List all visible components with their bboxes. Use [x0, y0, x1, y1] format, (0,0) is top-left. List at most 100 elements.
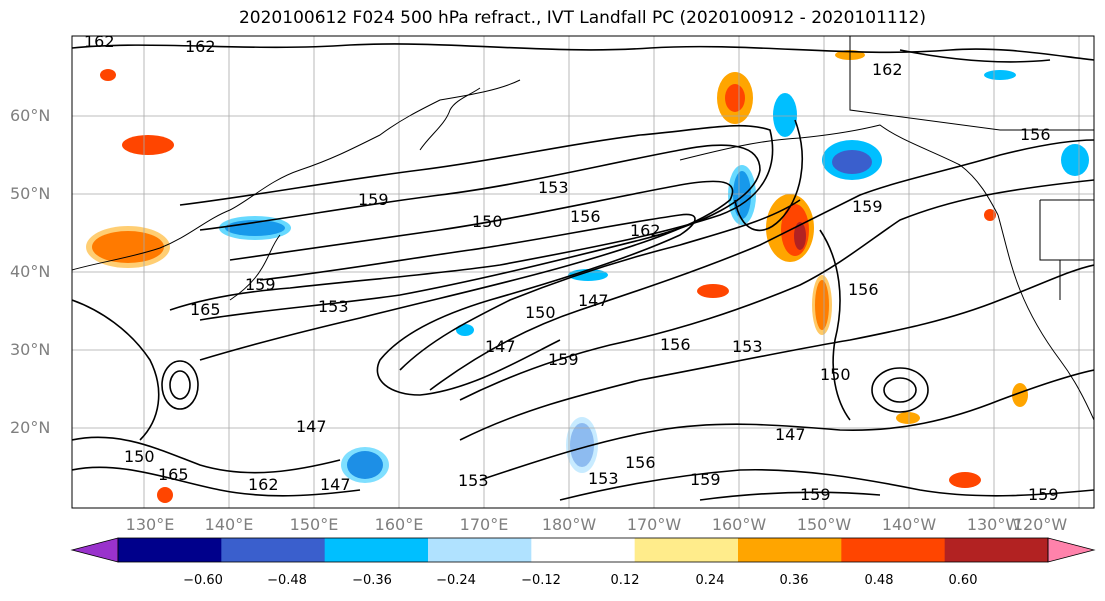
colorbar-tick-label: −0.48	[267, 573, 307, 588]
contour-label: 156	[625, 453, 656, 472]
na-west-coast	[997, 214, 1094, 421]
contour-label: 150	[124, 447, 155, 466]
lat-label: 40°N	[10, 262, 51, 281]
contour-line	[819, 229, 851, 421]
contour-line	[871, 367, 929, 413]
contour-line	[169, 370, 191, 400]
contour-label: 147	[485, 337, 516, 356]
chart-title: 2020100612 F024 500 hPa refract., IVT La…	[238, 8, 926, 28]
contour-line	[259, 213, 696, 396]
contour-label: 150	[472, 212, 503, 231]
contour-label: 153	[318, 297, 349, 316]
contour-line	[699, 491, 881, 501]
anomaly-patch	[984, 70, 1016, 80]
contour-label: 147	[578, 291, 609, 310]
contour-label: 159	[690, 470, 721, 489]
colorbar-tick-label: 0.60	[948, 573, 978, 588]
us-states	[1039, 199, 1094, 300]
lon-label: 150°W	[796, 515, 852, 534]
contour-label: 162	[248, 475, 279, 494]
contour-label: 159	[358, 190, 389, 209]
kamchatka-coast	[419, 87, 481, 151]
anomaly-patch	[566, 417, 598, 473]
shaded-anomalies	[86, 50, 1089, 503]
contour-label: 156	[660, 335, 691, 354]
contour-line	[72, 299, 160, 441]
lon-label: 140°E	[204, 515, 254, 534]
anomaly-patch	[1012, 383, 1028, 407]
alaska-coast	[679, 124, 999, 216]
colorbar-tick-label: −0.60	[183, 573, 223, 588]
contour-label: 147	[296, 417, 327, 436]
contour-line	[169, 124, 774, 311]
contour-line	[161, 360, 199, 410]
contour-line	[734, 119, 803, 232]
contour-label: 150	[820, 365, 851, 384]
canada-border	[849, 36, 1094, 131]
contour-line	[399, 199, 801, 371]
lat-label: 30°N	[10, 340, 51, 359]
contour-label: 150	[525, 303, 556, 322]
anomaly-patch	[896, 412, 920, 424]
lon-label: 160°W	[711, 515, 767, 534]
contour-line	[899, 49, 1051, 63]
lat-label: 50°N	[10, 184, 51, 203]
anomaly-patch	[794, 222, 806, 250]
colorbar-swatch	[634, 538, 739, 562]
anomaly-patch	[86, 226, 170, 268]
anomaly-patch	[456, 324, 474, 336]
contour-line	[559, 468, 1094, 501]
colorbar-tick-label: 0.36	[779, 573, 809, 588]
colorbar-tick-label: 0.48	[864, 573, 894, 588]
lon-label: 180°W	[541, 515, 597, 534]
colorbar-tick-label: 0.24	[695, 573, 725, 588]
contour-label: 165	[158, 465, 189, 484]
contour-line	[199, 180, 734, 361]
lon-label: 150°E	[289, 515, 339, 534]
contour-label: 147	[320, 475, 351, 494]
colorbar-swatch	[738, 538, 842, 562]
anomaly-patch	[697, 284, 729, 298]
contour-label: 162	[84, 32, 115, 51]
contour-label: 159	[548, 350, 579, 369]
asia-coast	[72, 79, 521, 271]
colorbar-swatch	[221, 538, 326, 562]
anomaly-patch	[984, 209, 996, 221]
anomaly-patch	[122, 135, 174, 155]
contour-label: 153	[538, 178, 569, 197]
contour-line	[429, 139, 1094, 391]
contour-label: 147	[775, 425, 806, 444]
contour-label: 159	[852, 197, 883, 216]
lon-label: 170°E	[459, 515, 509, 534]
colorbar-swatch	[324, 538, 429, 562]
contours	[72, 43, 1094, 501]
contour-line	[72, 466, 361, 497]
colorbar-frame	[117, 537, 1049, 563]
contour-line	[479, 369, 1094, 481]
anomaly-patch	[832, 150, 872, 174]
contour-line	[199, 144, 761, 321]
colorbar-tick-label: −0.12	[521, 573, 561, 588]
colorbar-swatch	[944, 538, 1049, 562]
contour-label: 159	[1028, 485, 1059, 504]
colorbar-swatch	[531, 538, 636, 562]
contour-label: 162	[185, 37, 216, 56]
anomaly-patch	[725, 84, 745, 112]
contour-line	[459, 179, 1094, 401]
anomaly-patch	[100, 69, 116, 81]
anomaly-patch	[157, 487, 173, 503]
anomaly-patch	[728, 165, 756, 225]
coastlines	[72, 36, 1094, 421]
anomaly-patch	[949, 472, 981, 488]
anomaly-patch	[1061, 144, 1089, 176]
contour-label: 153	[588, 469, 619, 488]
contour-label: 153	[732, 337, 763, 356]
colorbar-tick-label: 0.12	[610, 573, 640, 588]
colorbar-swatch	[841, 538, 946, 562]
lon-label: 130°W	[966, 515, 1022, 534]
lon-label: 160°E	[374, 515, 424, 534]
contour-line	[72, 436, 341, 474]
lat-label: 20°N	[10, 418, 51, 437]
lon-label: 170°W	[626, 515, 682, 534]
